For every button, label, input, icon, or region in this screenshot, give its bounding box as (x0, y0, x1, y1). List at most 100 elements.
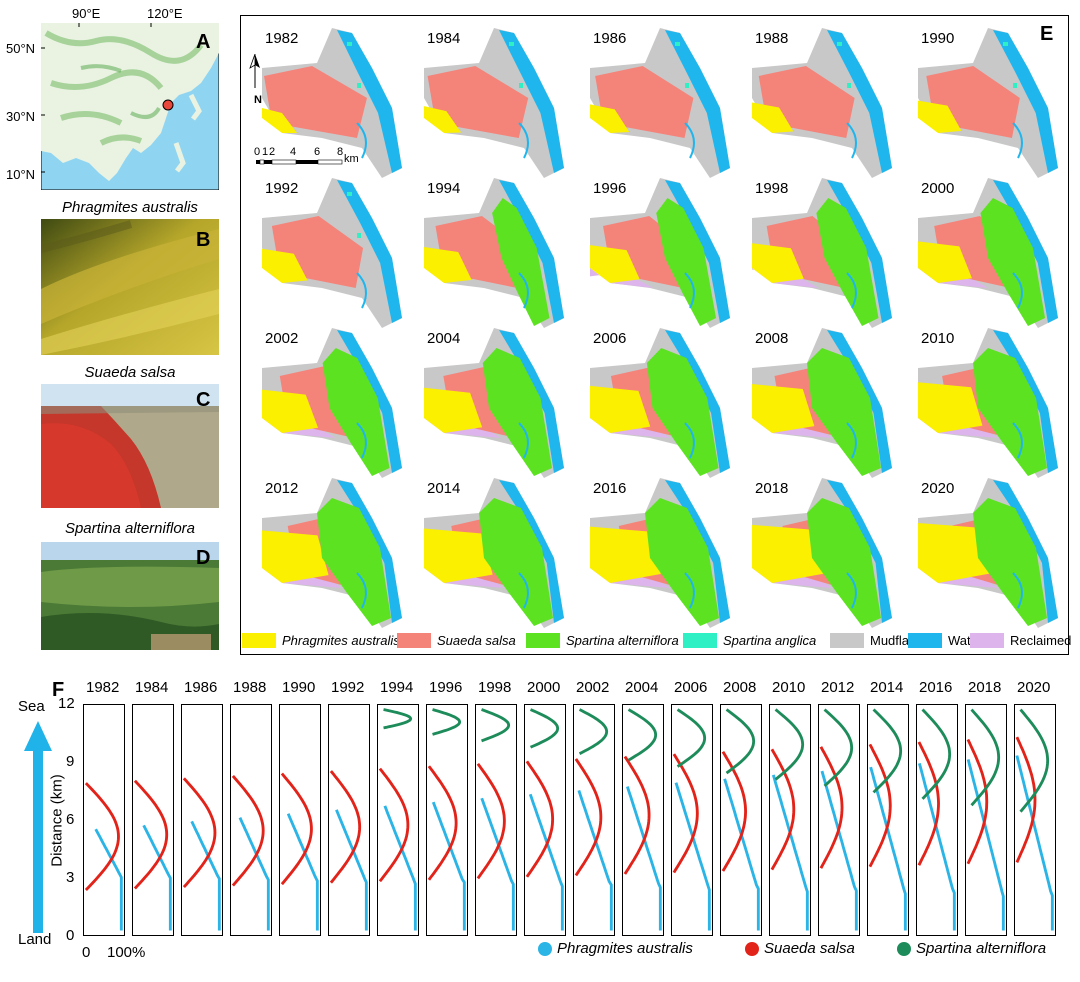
panel-e-letter: E (1040, 23, 1054, 45)
panel-b-caption: Phragmites australis (62, 199, 198, 216)
profile-year-label: 2004 (625, 679, 659, 696)
sea-label: Sea (18, 698, 45, 715)
location-map (41, 23, 219, 190)
legend-swatch (397, 633, 431, 648)
map-year-label: 2002 (265, 330, 299, 347)
landcover-map-2010 (918, 328, 1058, 478)
north-label: N (254, 94, 262, 106)
y-tick-label: 12 (58, 695, 75, 712)
map-year-label: 2010 (921, 330, 955, 347)
profile-year-label: 2010 (772, 679, 806, 696)
map-year-label: 1994 (427, 180, 461, 197)
distribution-profile-1992 (328, 704, 370, 936)
x-min-label: 0 (82, 944, 91, 961)
landcover-map-2006 (590, 328, 730, 478)
distribution-profile-1990 (279, 704, 321, 936)
map-year-label: 2000 (921, 180, 955, 197)
map-year-label: 1986 (593, 30, 627, 47)
map-legend-item: Spartina alterniflora (526, 633, 679, 648)
map-legend-item: Spartina anglica (683, 633, 816, 648)
map-year-label: 1998 (755, 180, 789, 197)
scale-tick-8: 8 (337, 146, 344, 158)
profile-legend-item: Suaeda salsa (745, 940, 855, 957)
lon-label-120: 120°E (147, 6, 183, 21)
lat-label-50: 50°N (6, 41, 36, 56)
panel-c-letter: C (196, 389, 211, 411)
legend-label: Phragmites australis (282, 633, 400, 648)
landcover-map-1988 (752, 28, 892, 178)
map-year-label: 2020 (921, 480, 955, 497)
panel-e-frame (240, 15, 1069, 655)
distribution-profile-2008 (720, 704, 762, 936)
profile-year-label: 2002 (576, 679, 610, 696)
legend-label: Suaeda salsa (764, 940, 855, 957)
map-year-label: 2018 (755, 480, 789, 497)
distribution-profile-1994 (377, 704, 419, 936)
panel-d-letter: D (196, 547, 211, 569)
profile-year-label: 2008 (723, 679, 757, 696)
landcover-map-2008 (752, 328, 892, 478)
landcover-map-2014 (424, 478, 564, 628)
scale-tick-0: 0 (254, 146, 261, 158)
map-legend-item: Reclaimed (970, 633, 1071, 648)
profile-year-label: 2016 (919, 679, 953, 696)
map-year-label: 1996 (593, 180, 627, 197)
distribution-profile-1986 (181, 704, 223, 936)
map-year-label: 2012 (265, 480, 299, 497)
profile-legend-item: Phragmites australis (538, 940, 693, 957)
profile-year-label: 1982 (86, 679, 120, 696)
profile-year-label: 1998 (478, 679, 512, 696)
profile-year-label: 1994 (380, 679, 414, 696)
y-tick-label: 3 (66, 869, 75, 886)
panel-d-caption: Spartina alterniflora (64, 520, 196, 537)
legend-swatch (970, 633, 1004, 648)
map-year-label: 1982 (265, 30, 299, 47)
distribution-profile-2010 (769, 704, 811, 936)
scale-tick-6: 6 (314, 146, 321, 158)
landcover-map-2016 (590, 478, 730, 628)
x-max-label: 100% (107, 944, 146, 961)
panel-a-letter: A (196, 31, 211, 53)
lat-label-30: 30°N (6, 109, 36, 124)
y-axis-label: Distance (km) (48, 774, 66, 867)
map-legend-item: Phragmites australis (242, 633, 400, 648)
legend-dot-icon (538, 941, 552, 956)
legend-swatch (683, 633, 717, 648)
lat-label-10: 10°N (6, 167, 36, 182)
phragmites-photo (41, 219, 219, 355)
landcover-map-1996 (590, 178, 730, 328)
distribution-profile-2006 (671, 704, 713, 936)
scale-tick-4: 4 (290, 146, 297, 158)
landcover-map-1992 (262, 178, 402, 328)
land-label: Land (18, 931, 52, 948)
scale-bar-graphic (256, 159, 343, 165)
scale-tick-2: 2 (269, 146, 276, 158)
map-year-label: 2014 (427, 480, 461, 497)
profile-year-label: 1992 (331, 679, 365, 696)
profile-year-label: 2006 (674, 679, 708, 696)
profile-year-label: 1990 (282, 679, 316, 696)
map-legend-item: Mudflat (830, 633, 913, 648)
legend-swatch (830, 633, 864, 648)
panel-c-caption: Suaeda salsa (84, 364, 176, 381)
landcover-map-1982 (262, 28, 402, 178)
landcover-map-1990 (918, 28, 1058, 178)
legend-label: Reclaimed (1010, 633, 1072, 648)
distribution-profile-1984 (132, 704, 174, 936)
north-arrow-icon (249, 54, 260, 88)
legend-label: Mudflat (870, 633, 913, 648)
map-year-label: 1992 (265, 180, 299, 197)
map-year-label: 1990 (921, 30, 955, 47)
distribution-profile-1998 (475, 704, 517, 936)
legend-label: Spartina alterniflora (566, 633, 679, 648)
profile-year-label: 1996 (429, 679, 463, 696)
legend-label: Spartina alterniflora (916, 940, 1047, 957)
distribution-profile-1988 (230, 704, 272, 936)
distribution-profile-2018 (965, 704, 1007, 936)
profile-year-label: 1986 (184, 679, 218, 696)
distribution-profile-2014 (867, 704, 909, 936)
distribution-profile-2002 (573, 704, 615, 936)
suaeda-photo (41, 384, 219, 508)
legend-swatch (242, 633, 276, 648)
map-year-label: 2008 (755, 330, 789, 347)
